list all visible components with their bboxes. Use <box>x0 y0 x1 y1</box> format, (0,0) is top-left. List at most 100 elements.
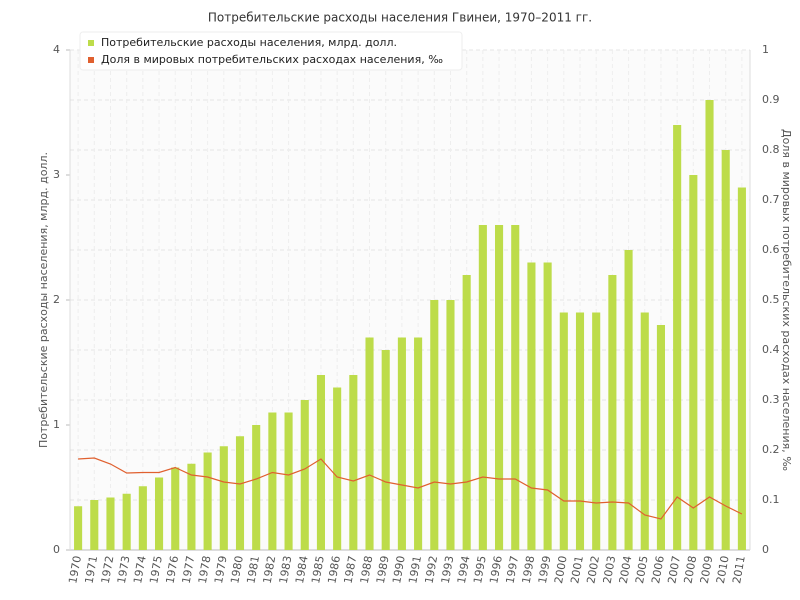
x-tick-label: 1979 <box>212 555 230 585</box>
bar <box>592 312 601 550</box>
x-tick-label: 1991 <box>406 555 424 585</box>
legend-swatch <box>88 40 94 46</box>
bar <box>187 463 196 550</box>
bar <box>608 275 617 550</box>
bar <box>333 387 342 550</box>
y2-tick-label: 0.1 <box>762 493 780 506</box>
y-tick-label: 0 <box>53 543 60 556</box>
bar <box>106 497 115 550</box>
x-tick-label: 1998 <box>520 555 538 585</box>
chart-title: Потребительские расходы населения Гвинеи… <box>208 11 592 25</box>
x-tick-label: 1972 <box>99 555 117 585</box>
bar <box>543 262 552 550</box>
bar <box>284 412 293 550</box>
y2-tick-label: 0.9 <box>762 93 780 106</box>
bar <box>462 275 471 550</box>
x-tick-label: 1974 <box>131 555 149 585</box>
bar <box>575 312 585 550</box>
bar <box>155 477 164 550</box>
bar <box>430 300 439 550</box>
x-tick-label: 1983 <box>277 555 295 585</box>
y2-tick-label: 0.2 <box>762 443 780 456</box>
y2-tick-label: 0.8 <box>762 143 780 156</box>
x-tick-label: 1999 <box>536 555 554 585</box>
bar <box>171 467 180 550</box>
bar <box>203 452 212 550</box>
legend-label: Доля в мировых потребительских расходах … <box>101 53 443 66</box>
bar <box>397 337 406 550</box>
x-tick-label: 1971 <box>83 555 101 585</box>
y-axis-label: Потребительские расходы населения, млрд.… <box>37 152 50 448</box>
bar <box>737 187 746 550</box>
x-tick-label: 1997 <box>503 555 521 585</box>
bar <box>527 262 536 550</box>
x-tick-label: 1975 <box>147 555 165 585</box>
x-tick-label: 2003 <box>601 555 619 585</box>
bar <box>689 175 698 550</box>
x-tick-label: 2007 <box>665 555 683 585</box>
line <box>78 457 743 520</box>
bar <box>219 446 228 550</box>
bar <box>252 425 261 550</box>
x-tick-label: 1988 <box>358 555 376 585</box>
bar <box>640 312 649 550</box>
bar <box>414 337 423 550</box>
bar <box>349 375 358 550</box>
y2-tick-label: 0.3 <box>762 393 780 406</box>
x-tick-label: 1986 <box>325 555 343 585</box>
bar <box>138 486 147 550</box>
y-tick-label: 3 <box>53 168 60 181</box>
bar <box>656 325 665 550</box>
y2-tick-label: 0.4 <box>762 343 780 356</box>
x-tick-label: 2009 <box>698 555 716 585</box>
x-tick-label: 1982 <box>261 555 279 585</box>
x-tick-label: 1984 <box>293 555 311 585</box>
x-tick-label: 1970 <box>66 555 84 585</box>
bar <box>624 250 633 550</box>
bar <box>365 337 374 550</box>
y2-tick-label: 0 <box>762 543 769 556</box>
x-tick-label: 1987 <box>342 555 360 585</box>
x-tick-label: 2010 <box>714 555 732 585</box>
y-tick-label: 4 <box>53 43 60 56</box>
x-tick-label: 1993 <box>439 555 457 585</box>
bar <box>721 150 730 550</box>
y2-axis-label: Доля в мировых потребительских расходах … <box>780 129 793 471</box>
bar <box>446 300 455 550</box>
y2-tick-label: 0.7 <box>762 193 780 206</box>
legend-box <box>79 31 463 71</box>
bar <box>122 493 131 550</box>
x-tick-label: 1989 <box>374 555 392 585</box>
bar <box>559 312 568 550</box>
y-tick-label: 1 <box>53 418 60 431</box>
x-tick-label: 2000 <box>552 555 570 585</box>
x-tick-label: 1985 <box>309 555 327 585</box>
x-tick-label: 2008 <box>682 555 700 585</box>
x-tick-label: 1992 <box>423 555 441 585</box>
bar <box>300 400 309 550</box>
x-tick-label: 2001 <box>568 555 586 585</box>
x-tick-label: 2002 <box>584 555 602 585</box>
x-tick-label: 1994 <box>455 555 473 585</box>
legend-label: Потребительские расходы населения, млрд.… <box>101 36 397 49</box>
x-tick-label: 1973 <box>115 555 133 585</box>
x-tick-label: 2006 <box>649 555 667 585</box>
bar <box>673 125 682 550</box>
x-tick-label: 1995 <box>471 555 489 585</box>
x-tick-label: 1981 <box>244 555 262 585</box>
bar <box>705 100 714 550</box>
y2-tick-label: 1 <box>762 43 769 56</box>
x-tick-label: 2011 <box>730 555 748 585</box>
bar <box>316 375 325 550</box>
y2-tick-label: 0.6 <box>762 243 780 256</box>
x-tick-label: 1976 <box>163 555 181 585</box>
bar <box>90 500 99 550</box>
x-tick-label: 1990 <box>390 555 408 585</box>
bar <box>268 412 277 550</box>
y-tick-label: 2 <box>53 293 60 306</box>
bar <box>495 225 504 550</box>
bar <box>381 350 390 550</box>
bar <box>235 436 245 550</box>
